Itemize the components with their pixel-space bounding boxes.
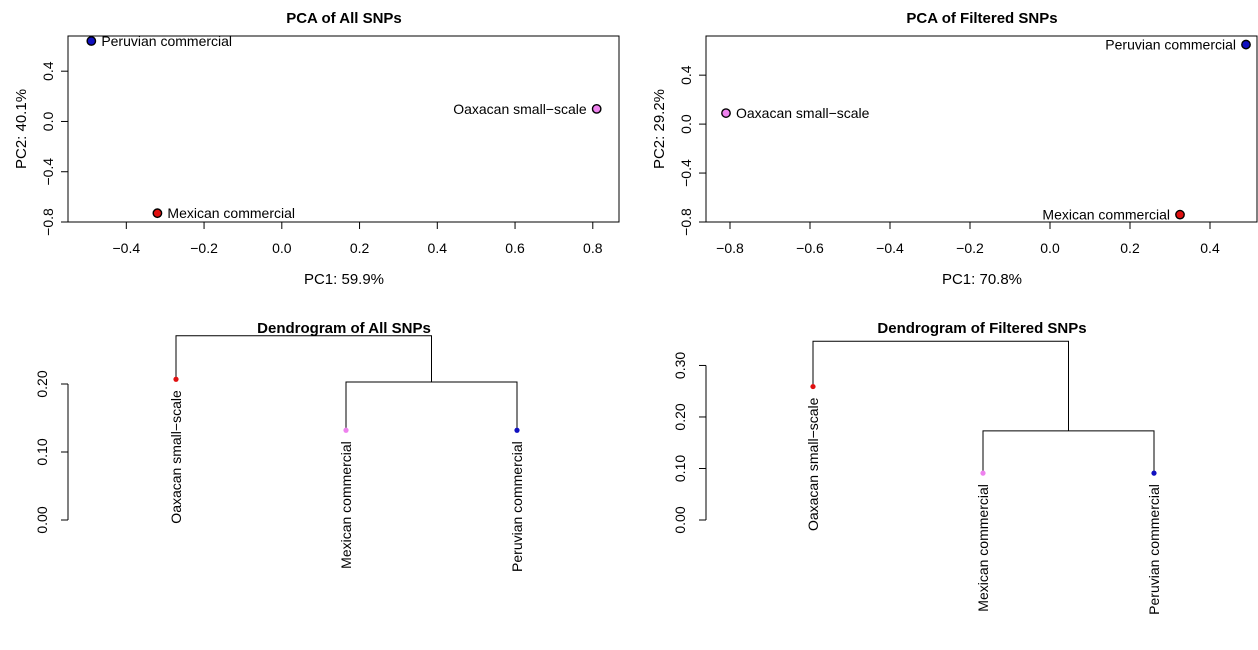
plot-frame [67,35,620,223]
x-tick-label: −0.8 [716,240,744,256]
dendrogram-branch [982,430,1155,474]
x-tick-label: 0.4 [428,240,448,256]
leaf-point [173,376,179,382]
y-tick-label: 0.10 [34,438,50,465]
point-label: Peruvian commercial [101,33,232,49]
pca-panel-1: PCA of Filtered SNPs −0.8 −0.6 −0.4 −0.2 0.0 0… [651,10,1258,288]
dendrogram-branch [175,335,432,382]
y-tick-label: 0.30 [672,352,688,379]
point-label: Oaxacan small−scale [736,105,870,121]
leaf-point [514,427,520,433]
x-tick-label: 0.0 [272,240,292,256]
x-axis-label: PC1: 59.9% [304,271,384,288]
x-tick-label: 0.0 [1040,240,1060,256]
data-point [86,36,97,46]
y-tick-label: −0.8 [40,208,56,236]
x-tick-label: −0.2 [190,240,218,256]
dendrogram-panel-3: Dendrogram of Filtered SNPs 0.00 0.10 0.20 0… [672,320,1162,615]
data-point [721,108,731,118]
y-tick-label: 0.20 [34,370,50,397]
leaf-point [980,470,986,476]
leaf-label: Mexican commercial [338,441,354,569]
point-label: Peruvian commercial [1105,37,1236,53]
x-axis-label: PC1: 70.8% [942,271,1022,288]
leaf-label: Oaxacan small−scale [168,390,184,524]
chart-title: Dendrogram of Filtered SNPs [877,320,1086,337]
x-tick-label: −0.4 [876,240,904,256]
pca-panel-0: PCA of All SNPs −0.4 −0.2 0.0 0.2 0.4 0.6 0.8 −0… [13,10,620,288]
point-label: Oaxacan small−scale [453,101,587,117]
data-point [1241,39,1251,50]
data-point [1175,209,1185,220]
data-point [152,208,163,219]
chart-title: Dendrogram of All SNPs [257,320,431,337]
y-tick-label: 0.4 [678,65,694,85]
x-tick-label: −0.6 [796,240,824,256]
y-tick-label: −0.4 [40,158,56,186]
dendrogram-branch [345,381,518,431]
x-tick-label: 0.4 [1200,240,1220,256]
y-axis-label: PC2: 40.1% [13,89,30,169]
leaf-label: Peruvian commercial [509,441,525,572]
x-tick-label: 0.6 [505,240,525,256]
chart-title: PCA of Filtered SNPs [906,10,1057,27]
y-tick-label: 0.4 [40,61,56,81]
point-label: Mexican commercial [1042,207,1170,223]
point-label: Mexican commercial [167,205,295,221]
x-tick-label: −0.4 [112,240,140,256]
x-tick-label: −0.2 [956,240,984,256]
y-tick-label: 0.10 [672,455,688,482]
plot-frame [705,35,1258,223]
y-tick-label: −0.4 [678,159,694,187]
x-tick-label: 0.2 [1120,240,1140,256]
leaf-point [1151,470,1157,476]
y-tick-label: 0.00 [34,506,50,533]
y-tick-label: −0.8 [678,208,694,236]
leaf-point [810,383,816,390]
y-tick-label: 0.20 [672,403,688,430]
y-tick-label: 0.0 [678,114,694,134]
chart-title: PCA of All SNPs [286,10,402,27]
x-tick-label: 0.2 [350,240,370,256]
leaf-label: Peruvian commercial [1146,484,1162,615]
dendrogram-panel-2: Dendrogram of All SNPs 0.00 0.10 0.20 Oaxaca… [34,320,525,572]
y-tick-label: 0.0 [40,112,56,132]
leaf-label: Mexican commercial [975,484,991,612]
x-tick-label: 0.8 [583,240,603,256]
leaf-label: Oaxacan small−scale [805,397,821,531]
dendrogram-branch [812,340,1069,431]
data-point [591,103,602,114]
leaf-point [343,427,349,433]
y-axis-label: PC2: 29.2% [651,89,668,169]
y-tick-label: 0.00 [672,506,688,533]
